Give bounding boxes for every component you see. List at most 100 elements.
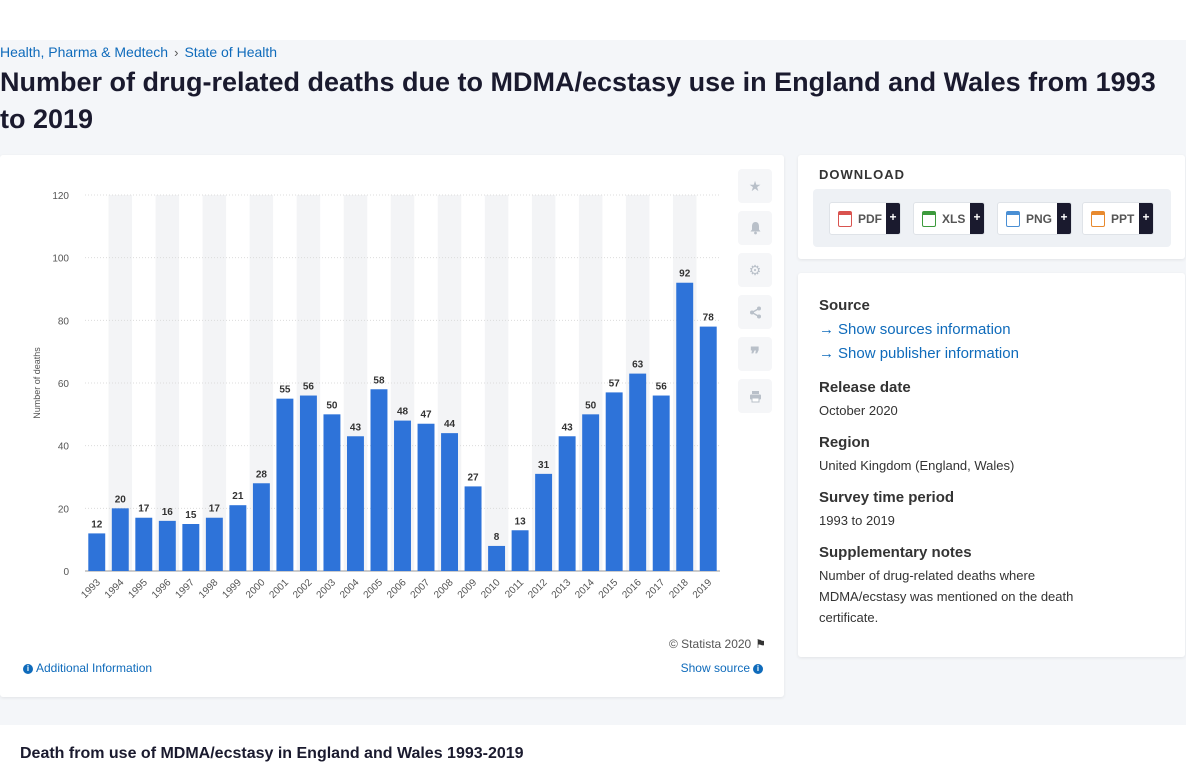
- bar-2004: [346, 436, 364, 571]
- x-tick-label: 2009: [456, 577, 480, 601]
- download-png-button[interactable]: PNG +: [997, 202, 1072, 235]
- x-tick-label: 1996: [150, 577, 174, 601]
- x-tick-label: 2008: [432, 577, 456, 601]
- plus-icon: +: [970, 203, 984, 234]
- bar-2017: [652, 395, 670, 571]
- favorite-button[interactable]: ★: [738, 169, 772, 203]
- data-label: 17: [209, 504, 221, 515]
- x-tick-label: 2007: [409, 577, 433, 601]
- data-label: 50: [326, 400, 338, 411]
- data-label: 44: [444, 419, 456, 430]
- region-heading: Region: [819, 434, 870, 451]
- bar-2013: [558, 436, 576, 571]
- notes-heading: Supplementary notes: [819, 544, 972, 561]
- data-label: 78: [703, 313, 715, 324]
- notes-value: Number of drug-related deaths where MDMA…: [819, 568, 1074, 625]
- pdf-file-icon: [838, 210, 852, 227]
- bar-1998: [205, 517, 223, 571]
- flag-icon[interactable]: ⚑: [755, 637, 766, 651]
- cite-button[interactable]: ❞: [738, 337, 772, 371]
- download-ppt-button[interactable]: PPT +: [1082, 202, 1154, 235]
- y-tick-label: 60: [58, 379, 70, 390]
- data-label: 50: [585, 400, 597, 411]
- statistic-details: Source → Show sources information → Show p…: [798, 273, 1185, 657]
- x-tick-label: 2001: [268, 577, 292, 601]
- download-pdf-button[interactable]: PDF +: [829, 202, 901, 235]
- x-tick-label: 1998: [197, 577, 221, 601]
- notification-button[interactable]: [738, 211, 772, 245]
- print-icon: [749, 390, 761, 402]
- x-tick-label: 2000: [244, 577, 268, 601]
- source-heading: Source: [819, 297, 870, 314]
- data-label: 58: [373, 375, 385, 386]
- x-tick-label: 2011: [503, 577, 526, 600]
- page-title: Number of drug-related deaths due to MDM…: [0, 67, 1156, 134]
- download-xls-button[interactable]: XLS +: [913, 202, 985, 235]
- arrow-right-icon: →: [819, 321, 834, 338]
- bar-2005: [370, 389, 388, 571]
- related-title: Death from use of MDMA/ecstasy in Englan…: [20, 745, 524, 762]
- x-tick-label: 2006: [385, 577, 409, 601]
- column-band: [108, 195, 133, 571]
- show-publisher-label: Show publisher information: [838, 345, 1019, 362]
- y-tick-label: 40: [58, 442, 70, 453]
- data-label: 16: [162, 507, 174, 518]
- bar-2019: [699, 326, 717, 571]
- column-band: [155, 195, 180, 571]
- breadcrumb: Health, Pharma & Medtech › State of Health: [0, 44, 277, 60]
- survey-value: 1993 to 2019: [819, 513, 895, 528]
- data-label: 48: [397, 407, 409, 418]
- bar-1999: [229, 505, 247, 571]
- data-label: 63: [632, 360, 644, 371]
- column-band: [249, 195, 274, 571]
- data-label: 56: [303, 382, 315, 393]
- breadcrumb-link-health[interactable]: Health, Pharma & Medtech: [0, 44, 169, 60]
- y-tick-label: 0: [63, 567, 69, 578]
- x-tick-label: 1994: [103, 577, 127, 601]
- release-heading: Release date: [819, 379, 911, 396]
- additional-info-label: Additional Information: [36, 661, 153, 675]
- region-value: United Kingdom (England, Wales): [819, 458, 1015, 473]
- download-xls-label: XLS: [942, 211, 966, 226]
- release-value: October 2020: [819, 403, 898, 418]
- settings-button[interactable]: ⚙: [738, 253, 772, 287]
- data-label: 27: [467, 472, 479, 483]
- bar-2008: [441, 433, 459, 571]
- bar-1997: [182, 524, 200, 571]
- bar-2007: [417, 423, 435, 571]
- data-label: 21: [232, 491, 244, 502]
- x-tick-label: 2016: [620, 577, 644, 601]
- breadcrumb-link-state-of-health[interactable]: State of Health: [184, 44, 278, 60]
- x-tick-label: 1993: [79, 577, 103, 601]
- plus-icon: +: [1139, 203, 1153, 234]
- y-tick-label: 100: [52, 254, 69, 265]
- x-tick-label: 2019: [691, 577, 715, 601]
- x-tick-label: 1995: [126, 577, 150, 601]
- show-source-link[interactable]: Show source i: [681, 661, 766, 675]
- bar-2018: [676, 282, 694, 571]
- print-button[interactable]: [738, 379, 772, 413]
- data-label: 43: [562, 422, 574, 433]
- data-label: 12: [91, 519, 103, 530]
- data-label: 57: [609, 378, 621, 389]
- png-file-icon: [1006, 210, 1020, 227]
- plus-icon: +: [886, 203, 900, 234]
- bar-2011: [511, 530, 529, 571]
- share-button[interactable]: [738, 295, 772, 329]
- y-tick-label: 120: [52, 191, 69, 202]
- bar-2000: [252, 483, 270, 571]
- show-sources-link[interactable]: → Show sources information: [819, 321, 1011, 338]
- download-title: DOWNLOAD: [819, 167, 905, 182]
- bar-2009: [464, 486, 482, 571]
- chart-card: 0 20 40 60 80 100 120 Number of deaths 12 1993 20 1…: [0, 155, 784, 697]
- info-icon: i: [23, 663, 33, 674]
- x-tick-label: 2017: [644, 577, 668, 601]
- gear-icon: ⚙: [748, 261, 762, 278]
- show-publisher-link[interactable]: → Show publisher information: [819, 345, 1019, 362]
- bar-1996: [158, 520, 176, 571]
- bar-2003: [323, 414, 341, 571]
- additional-info-link[interactable]: i Additional Information: [20, 661, 152, 675]
- data-label: 20: [115, 494, 127, 505]
- show-sources-label: Show sources information: [838, 321, 1011, 338]
- x-tick-label: 2014: [573, 577, 597, 601]
